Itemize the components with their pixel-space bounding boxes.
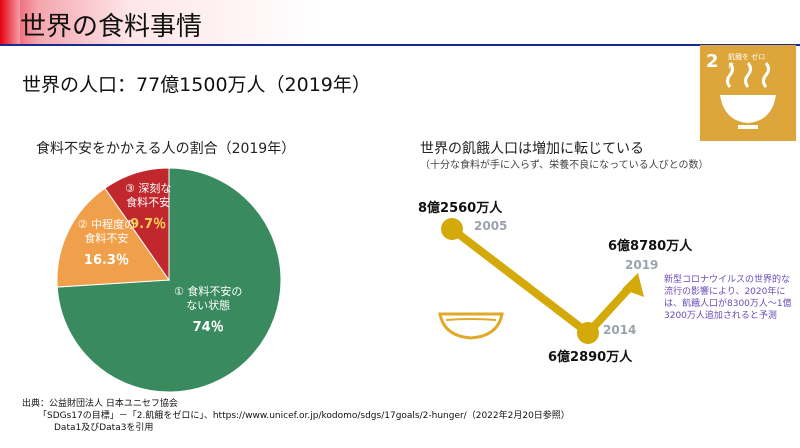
year-label-2005: 2005 — [474, 219, 508, 233]
point-label-2019: 6億8780万人 — [608, 239, 693, 254]
source-citation: 出典：公益財団法人 日本ユニセフ協会 「SDGs17の目標」－「2.飢餓をゼロに… — [22, 398, 570, 434]
hunger-line-chart — [441, 218, 644, 344]
title-bar: 世界の食料事情 — [0, 0, 800, 44]
page-title: 世界の食料事情 — [20, 12, 203, 42]
pie-label-2-line1: ② 中程度の — [78, 217, 135, 231]
hunger-subheading: （十分な食料が手に入らず、栄養不良になっている人びとの数） — [420, 160, 709, 171]
pie-label-3-line2: 食料不安 — [126, 195, 170, 209]
point-2014 — [577, 322, 599, 344]
year-label-2014: 2014 — [603, 323, 637, 337]
source-line-2: 「SDGs17の目標」－「2.飢餓をゼロに」、https://www.unice… — [38, 411, 570, 421]
pie-label-1-line2: ない状態 — [186, 298, 230, 312]
year-label-2019: 2019 — [625, 258, 659, 272]
sdg-badge: 2 飢餓を ゼロに — [700, 45, 796, 141]
pie-label-3-line1: ③ 深刻な — [125, 181, 171, 195]
bowl-icon — [438, 312, 504, 340]
trend-arrowhead — [622, 273, 644, 297]
bowl-steam-icon — [720, 62, 776, 129]
source-line-1: 出典：公益財団法人 日本ユニセフ協会 — [22, 399, 178, 409]
population-text: 世界の人口：77億1500万人（2019年） — [22, 74, 371, 96]
pie-label-1-line1: ① 食料不安の — [174, 284, 242, 298]
pie-pct-2: 16.3％ — [84, 253, 129, 268]
pie-pct-3: 9.7％ — [130, 217, 166, 232]
pie-label-2-line2: 食料不安 — [84, 231, 128, 245]
covid-note: 新型コロナウイルスの世界的な流行の影響により、2020年には、飢餓人口が8300… — [664, 275, 792, 321]
sdg-number: 2 — [706, 51, 719, 72]
title-accent — [0, 0, 20, 44]
pie-slice-3 — [104, 167, 170, 282]
point-2005 — [441, 218, 463, 240]
pie-pct-1: 74％ — [193, 320, 224, 335]
point-label-2005: 8億2560万人 — [418, 201, 503, 216]
title-gradient — [0, 0, 320, 44]
point-label-2014: 6億2890万人 — [548, 350, 633, 365]
title-rule — [0, 44, 800, 46]
source-line-3: Data1及びData3を引用 — [54, 423, 154, 433]
pie-slice-2 — [56, 187, 170, 288]
hunger-heading: 世界の飢餓人口は増加に転じている — [420, 141, 644, 157]
pie-heading: 食料不安をかかえる人の割合（2019年） — [36, 141, 296, 157]
